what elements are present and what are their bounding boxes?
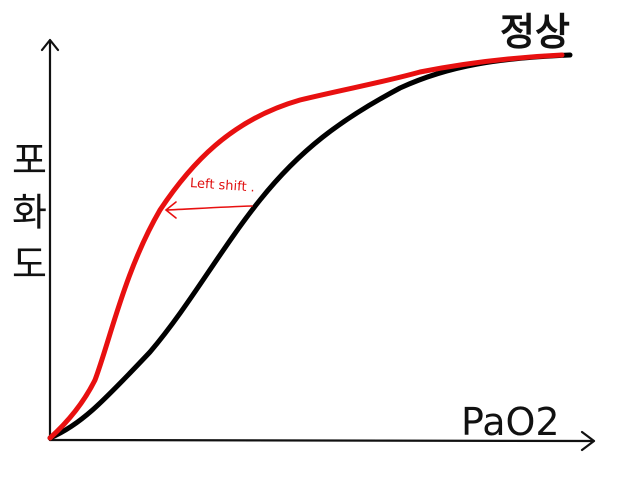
- x-axis-label: PaO2: [461, 400, 560, 444]
- shifted-curve: [47, 52, 565, 441]
- curve-label: 정상: [500, 10, 570, 54]
- y-axis-label: 포화도: [4, 140, 48, 296]
- normal-curve: [47, 52, 573, 441]
- y-axis: [40, 38, 60, 442]
- shift-arrow: [164, 201, 253, 219]
- x-axis: [48, 430, 596, 452]
